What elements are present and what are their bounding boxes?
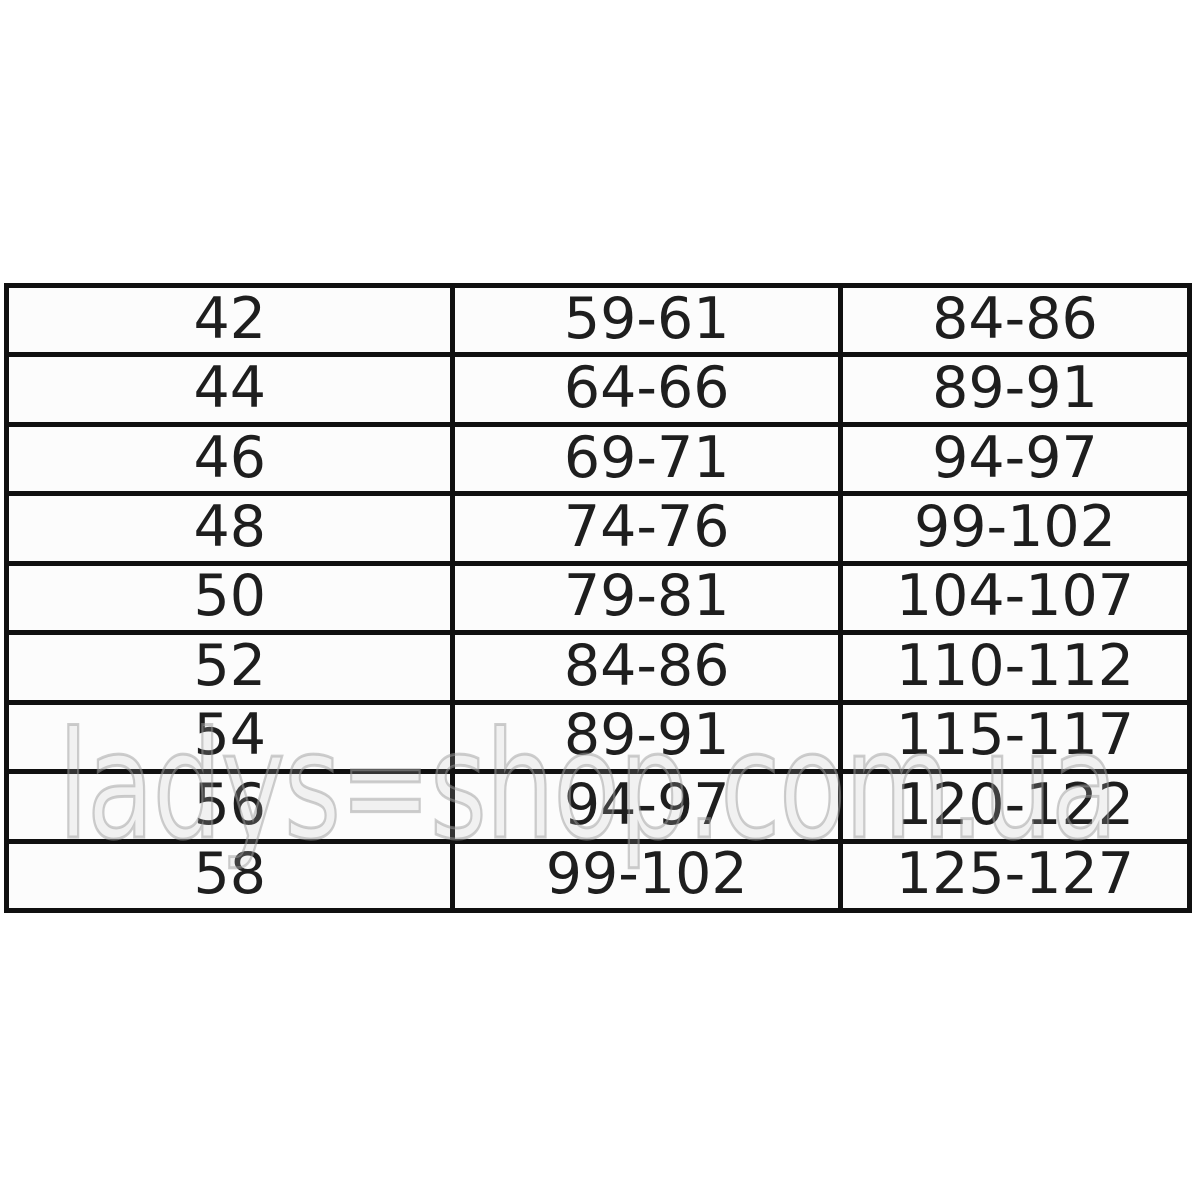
table-cell: 89-91: [842, 357, 1187, 422]
table-cell: 94-97: [455, 774, 838, 839]
table-cell: 99-102: [842, 496, 1187, 561]
table-cell: 69-71: [455, 426, 838, 492]
table-cell: 115-117: [842, 704, 1187, 770]
table-cell: 74-76: [455, 496, 838, 561]
table-cell: 84-86: [455, 635, 838, 700]
table-cell: 64-66: [455, 357, 838, 422]
table-cell: 54: [9, 704, 451, 770]
table-cell: 44: [9, 357, 451, 422]
table-cell: 48: [9, 496, 451, 561]
table-cell: 79-81: [455, 565, 838, 631]
table-cell: 110-112: [842, 635, 1187, 700]
table-cell: 104-107: [842, 565, 1187, 631]
table-cell: 84-86: [842, 288, 1187, 353]
table-cell: 99-102: [455, 843, 838, 908]
table-cell: 56: [9, 774, 451, 839]
table-cell: 94-97: [842, 426, 1187, 492]
table-cell: 52: [9, 635, 451, 700]
table-cell: 59-61: [455, 288, 838, 353]
table-cell: 50: [9, 565, 451, 631]
size-chart-table: 42 59-61 84-86 44 64-66 89-91 46 69-71 94-97 48 74…: [4, 283, 1192, 913]
table-cell: 125-127: [842, 843, 1187, 908]
table-cell: 120-122: [842, 774, 1187, 839]
table-cell: 42: [9, 288, 451, 353]
table-cell: 89-91: [455, 704, 838, 770]
table-cell: 46: [9, 426, 451, 492]
table-cell: 58: [9, 843, 451, 908]
